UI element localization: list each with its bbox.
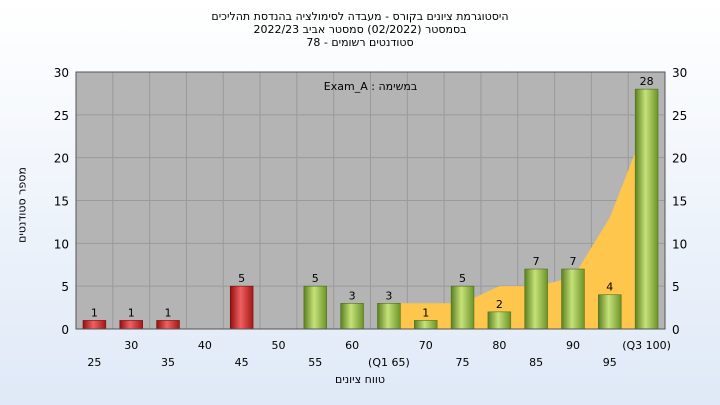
bar-value-label: 2: [496, 298, 503, 311]
bar-value-label: 3: [349, 289, 356, 302]
bar-value-label: 28: [640, 75, 654, 88]
x-tick-label: 50: [271, 339, 285, 352]
histogram-bar: [487, 311, 512, 330]
y-tick-label-left: 15: [54, 195, 69, 209]
bar-value-label: 3: [385, 289, 392, 302]
x-tick-label: 25: [87, 356, 101, 369]
chart-title-block: היסטוגרמת ציונים בקורס - מעבדה לסימולציה…: [0, 10, 720, 49]
histogram-bar: [524, 268, 548, 330]
histogram-bar: [634, 88, 659, 330]
y-tick-label-right: 15: [672, 195, 687, 209]
y-tick-label-right: 10: [672, 237, 687, 251]
y-axis-label: מספר סטודנטים: [15, 167, 29, 243]
x-tick-label: 30: [124, 339, 138, 352]
bar-value-label: 7: [533, 255, 540, 268]
histogram-bar: [82, 320, 107, 330]
bar-value-label: 1: [91, 306, 98, 319]
histogram-bar: [229, 285, 254, 330]
chart-annotation: במשימה : Exam_A: [324, 80, 417, 93]
x-tick-label: 45: [235, 356, 249, 369]
x-tick-label: 90: [566, 339, 580, 352]
chart-title: היסטוגרמת ציונים בקורס - מעבדה לסימולציה…: [211, 10, 509, 23]
chart-subtitle-students: סטודנטים רשומים - 78: [306, 36, 414, 49]
y-tick-label-left: 20: [54, 152, 69, 166]
chart-subtitle-semester: בסמסטר (02/2022) סמסטר אביב 2022/23: [253, 23, 467, 36]
histogram-bar: [598, 294, 622, 330]
y-tick-label-left: 10: [54, 237, 69, 251]
bar-value-label: 5: [238, 272, 245, 285]
histogram-bar: [450, 285, 475, 330]
y-tick-label-right: 5: [672, 280, 680, 294]
bar-value-label: 5: [459, 272, 466, 285]
x-tick-label: 40: [198, 339, 212, 352]
bar-value-label: 1: [165, 306, 172, 319]
x-tick-label: 80: [492, 339, 506, 352]
x-axis-label: טווח ציונים: [335, 373, 385, 386]
y-tick-label-right: 20: [672, 152, 687, 166]
bar-value-label: 1: [128, 306, 135, 319]
plot-frame: [75, 71, 666, 330]
x-tick-label: 75: [456, 356, 470, 369]
x-tick-label: 70: [419, 339, 433, 352]
histogram-bar: [303, 285, 327, 330]
x-tick-label: 95: [603, 356, 617, 369]
histogram-bar: [340, 302, 364, 330]
y-tick-label-left: 25: [54, 109, 69, 123]
y-tick-label-left: 0: [61, 323, 69, 337]
x-tick-label: 85: [529, 356, 543, 369]
histogram-bar: [377, 302, 401, 330]
y-tick-label-left: 5: [61, 280, 69, 294]
y-tick-label-right: 25: [672, 109, 687, 123]
x-tick-label: 35: [161, 356, 175, 369]
bar-value-label: 7: [569, 255, 576, 268]
bar-value-label: 5: [312, 272, 319, 285]
histogram-bar: [414, 320, 438, 330]
histogram-bar: [561, 268, 585, 330]
y-tick-label-right: 0: [672, 323, 680, 337]
y-tick-label-left: 30: [54, 66, 69, 80]
x-tick-label: (Q1 65): [368, 356, 410, 369]
x-tick-label: 55: [308, 356, 322, 369]
bar-value-label: 1: [422, 306, 429, 319]
x-tick-label: (Q3 100): [622, 339, 671, 352]
histogram-bar: [119, 320, 143, 330]
y-tick-label-right: 30: [672, 66, 687, 80]
x-tick-label: 60: [345, 339, 359, 352]
bar-value-label: 4: [606, 281, 613, 294]
histogram-bar: [156, 320, 180, 330]
